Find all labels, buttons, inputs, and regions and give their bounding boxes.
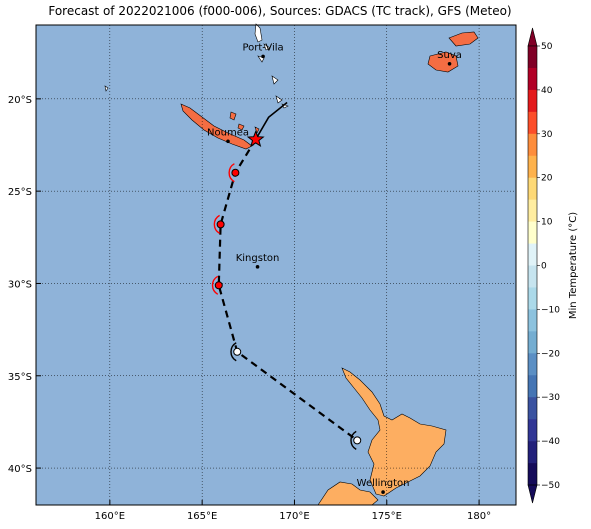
city-dot — [447, 61, 452, 66]
colorbar-tick-label: 50 — [541, 42, 553, 52]
colorbar-tick-label: −50 — [541, 481, 560, 491]
land-masses — [104, 23, 479, 506]
colorbar-segment — [528, 463, 537, 486]
storm-symbol-arc — [211, 275, 219, 295]
city-label: Kingston — [236, 253, 280, 264]
colorbar-tick-label: −10 — [541, 305, 560, 315]
lat-tick-label: 30°S — [8, 279, 32, 290]
cyclone-track — [211, 101, 362, 450]
colorbar-tick-label: −20 — [541, 349, 560, 359]
city-dot — [381, 490, 385, 494]
fiji-islands — [427, 31, 479, 73]
colorbar-segment — [528, 419, 537, 442]
colorbar-segment — [528, 397, 537, 420]
colorbar-tick-label: −40 — [541, 437, 560, 447]
map-frame — [35, 24, 517, 506]
lon-tick-label: 180° — [467, 511, 491, 522]
forecast-point — [216, 220, 225, 229]
map-title: Forecast of 2022021006 (f000-006), Sourc… — [48, 4, 512, 18]
colorbar-tick-label: 10 — [541, 218, 553, 228]
nz-south-island — [317, 481, 379, 506]
forecast-track-line — [217, 138, 358, 442]
graticule — [36, 25, 516, 505]
ocean-background — [36, 25, 516, 505]
city-label: Noumea — [207, 127, 249, 138]
lat-tick-label: 40°S — [8, 464, 32, 475]
lat-tick-label: 20°S — [8, 95, 32, 106]
current-position-star — [246, 130, 265, 148]
vanuatu-islands — [254, 23, 289, 109]
lon-tick-label: 170°E — [279, 511, 309, 522]
colorbar-segment — [528, 155, 537, 178]
city-label: Suva — [437, 50, 462, 61]
city-markers: Port-Vila Suva Noumea Kingston Wellington — [207, 42, 462, 494]
nz-north-island — [341, 367, 447, 497]
lon-tick-label: 175°E — [372, 511, 402, 522]
colorbar-segment — [528, 353, 537, 376]
colorbar-segment — [528, 46, 537, 69]
lon-tick-label: 165°E — [187, 511, 217, 522]
lat-tick-label: 35°S — [8, 372, 32, 383]
colorbar-segment — [528, 67, 537, 91]
city-dot — [226, 139, 230, 144]
new-caledonia-island — [180, 103, 253, 150]
colorbar-tick-label: −30 — [541, 393, 560, 403]
storm-symbol-arc — [350, 430, 357, 450]
forecast-point — [353, 436, 362, 445]
colorbar-segment — [528, 375, 537, 398]
city-dot — [255, 265, 260, 269]
axis-ticks: 160°E 165°E 170°E 175°E 180° 20°S 25°S 30°S 35°S… — [8, 95, 491, 522]
forecast-point — [214, 281, 223, 290]
city-dot — [261, 54, 265, 59]
colorbar-segment — [528, 287, 537, 310]
colorbar-segment — [528, 221, 537, 244]
colorbar-segment — [528, 199, 537, 222]
colorbar-segment — [528, 111, 537, 135]
colorbar-min-arrow — [527, 484, 538, 504]
forecast-point — [233, 347, 242, 356]
colorbar-tick-label: 0 — [541, 262, 547, 272]
colorbar-segment — [528, 441, 537, 464]
lon-tick-label: 160°E — [95, 511, 125, 522]
colorbar-segment — [528, 243, 537, 266]
loyalty-islands — [229, 111, 260, 134]
forecast-point — [231, 168, 240, 177]
colorbar-segment — [528, 177, 537, 200]
colorbar-tick-label: 20 — [541, 174, 553, 184]
colorbar-segment — [528, 89, 537, 113]
colorbar-max-arrow — [527, 27, 538, 47]
storm-symbol-arc — [213, 214, 221, 234]
colorbar-label: Min Temperature (°C) — [568, 212, 579, 319]
storm-symbol-arc — [230, 342, 237, 362]
colorbar-segment — [528, 309, 537, 332]
colorbar-tick-label: 30 — [541, 130, 553, 140]
colorbar-segment — [528, 133, 537, 157]
past-track-line — [255, 101, 288, 140]
city-label: Wellington — [357, 478, 410, 489]
colorbar-segment — [528, 265, 537, 288]
lat-tick-label: 25°S — [8, 187, 32, 198]
small-island — [104, 85, 109, 92]
colorbar-tick-label: 40 — [541, 86, 553, 96]
colorbar: 50 40 30 20 10 0 −10 −20 −30 −40 −50 Min Temperatur… — [527, 27, 579, 504]
storm-symbol-arc — [228, 163, 235, 183]
colorbar-segment — [528, 331, 537, 354]
city-label: Port-Vila — [242, 42, 283, 53]
